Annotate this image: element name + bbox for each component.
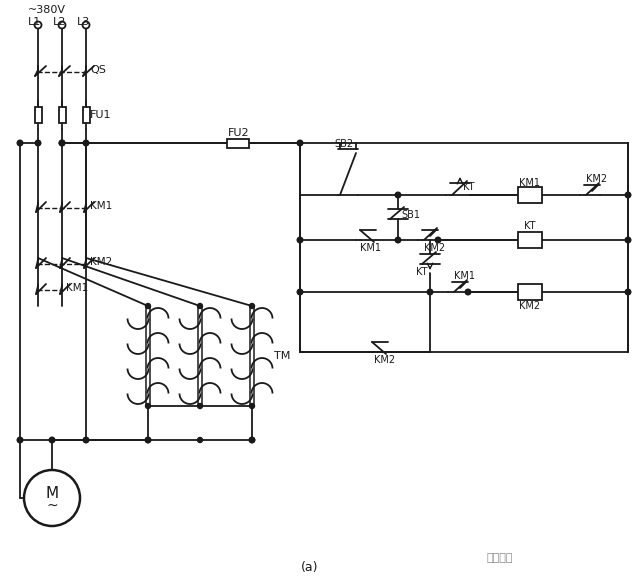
Text: KM1: KM1 (90, 201, 112, 211)
Text: KT: KT (524, 221, 536, 231)
Text: 技成培训: 技成培训 (487, 553, 513, 563)
Text: FU2: FU2 (228, 128, 250, 138)
Text: KM1: KM1 (454, 271, 475, 281)
Text: L2: L2 (53, 17, 67, 27)
Text: KT: KT (416, 267, 428, 277)
Bar (518, 187, 542, 203)
Circle shape (297, 140, 303, 146)
Text: KM2: KM2 (520, 301, 541, 311)
Text: KM1: KM1 (66, 283, 88, 293)
Text: M: M (45, 485, 59, 501)
Text: L1: L1 (28, 17, 41, 27)
Circle shape (198, 403, 202, 409)
Circle shape (625, 289, 631, 295)
Circle shape (60, 140, 65, 146)
Circle shape (625, 192, 631, 198)
Text: ~380V: ~380V (28, 5, 66, 15)
Text: L3: L3 (77, 17, 90, 27)
Text: (a): (a) (301, 562, 319, 575)
Circle shape (17, 437, 23, 443)
Circle shape (49, 437, 55, 443)
Text: KT: KT (463, 182, 474, 192)
Circle shape (396, 237, 401, 243)
Bar (35, 107, 42, 123)
Circle shape (83, 437, 89, 443)
Circle shape (145, 437, 150, 443)
Text: KM1: KM1 (520, 178, 541, 188)
Circle shape (17, 140, 23, 146)
Circle shape (145, 303, 150, 309)
Bar (227, 139, 249, 147)
Circle shape (396, 192, 401, 198)
Circle shape (297, 237, 303, 243)
Circle shape (198, 437, 202, 443)
Text: QS: QS (90, 65, 106, 75)
Circle shape (145, 437, 151, 443)
Circle shape (35, 140, 41, 146)
Text: SB1: SB1 (401, 210, 420, 220)
Circle shape (145, 403, 150, 409)
Text: KM2: KM2 (374, 355, 395, 365)
Circle shape (465, 289, 471, 295)
Bar (58, 107, 65, 123)
Circle shape (250, 437, 255, 443)
Circle shape (428, 289, 433, 295)
Circle shape (250, 403, 255, 409)
Circle shape (60, 140, 65, 146)
Circle shape (435, 237, 441, 243)
Bar (83, 107, 90, 123)
Text: KM2: KM2 (586, 174, 607, 184)
Circle shape (625, 237, 631, 243)
Text: KM2: KM2 (90, 257, 112, 267)
Circle shape (297, 289, 303, 295)
Circle shape (198, 303, 202, 309)
Bar (518, 232, 542, 248)
Text: KM1: KM1 (360, 243, 381, 253)
Bar (518, 284, 542, 300)
Circle shape (83, 140, 89, 146)
Text: ~: ~ (46, 499, 58, 513)
Text: TM: TM (274, 351, 291, 361)
Text: FU1: FU1 (90, 110, 111, 120)
Text: SB2: SB2 (335, 139, 353, 149)
Text: KM2: KM2 (424, 243, 445, 253)
Circle shape (249, 437, 255, 443)
Circle shape (250, 303, 255, 309)
